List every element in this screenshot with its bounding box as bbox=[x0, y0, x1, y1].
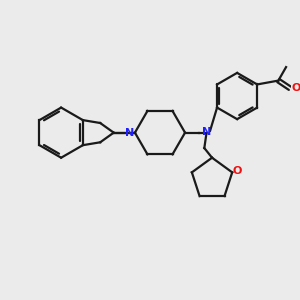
Text: N: N bbox=[125, 128, 135, 138]
Text: O: O bbox=[232, 167, 242, 176]
Text: N: N bbox=[202, 127, 211, 137]
Text: O: O bbox=[291, 83, 300, 93]
